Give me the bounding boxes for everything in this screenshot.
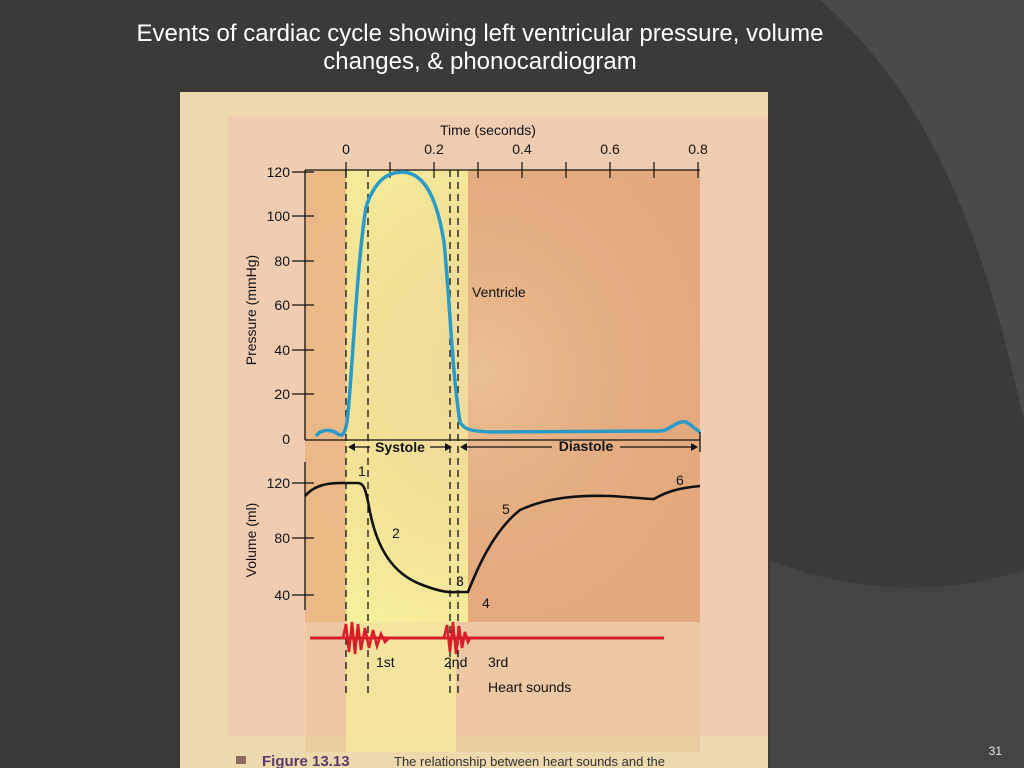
time-tick-4: 0.8	[688, 141, 708, 157]
volume-phase-labels: 1 2 3 4 5 6	[358, 463, 684, 611]
phase-label-5: 5	[502, 501, 510, 517]
systole-marker: Systole	[348, 439, 452, 455]
phase-label-4: 4	[482, 595, 490, 611]
slide-title-line-1: Events of cardiac cycle showing left ven…	[136, 20, 824, 47]
volume-tick-120: 120	[267, 475, 291, 491]
volume-tick-labels: 120 80 40	[267, 475, 291, 603]
phase-label-6: 6	[676, 472, 684, 488]
phase-dashed-lines	[345, 170, 459, 698]
sounds-systole-band	[346, 622, 456, 752]
time-axis-label: Time (seconds)	[440, 122, 536, 138]
sound-label-1st: 1st	[376, 654, 395, 670]
sound-label-3rd: 3rd	[488, 654, 508, 670]
volume-curve	[304, 481, 701, 594]
figure-caption-number: Figure 13.13	[262, 753, 350, 768]
heart-sound-labels: 1st 2nd 3rd Heart sounds	[376, 654, 571, 695]
figure-caption-text: The relationship between heart sounds an…	[394, 754, 665, 768]
slide-title-line-2: changes, & phonocardiogram	[323, 48, 637, 75]
pressure-axis-label: Pressure (mmHg)	[243, 255, 259, 365]
pressure-axis-ticks	[292, 171, 314, 395]
phase-label-1: 1	[358, 463, 366, 479]
time-tick-1: 0.2	[424, 141, 444, 157]
caption-marker	[236, 756, 246, 764]
pressure-tick-80: 80	[274, 253, 290, 269]
ventricle-pressure-curve	[314, 170, 701, 438]
pressure-tick-40: 40	[274, 342, 290, 358]
phonocardiogram	[310, 621, 664, 655]
chart-sheen	[305, 170, 700, 622]
heart-sounds-label: Heart sounds	[488, 679, 571, 695]
diastole-label: Diastole	[559, 438, 614, 454]
second-heart-sound-trace	[442, 621, 472, 655]
slide-number: 31	[988, 744, 1002, 758]
phase-label-3: 3	[456, 573, 464, 589]
systole-label: Systole	[375, 439, 425, 455]
pressure-tick-0: 0	[282, 431, 290, 447]
volume-axis-ticks	[292, 482, 314, 596]
figure-svg: Time (seconds) 0 0.2 0.4 0.6 0.8 Pressur…	[180, 92, 768, 768]
pressure-tick-100: 100	[267, 208, 291, 224]
ventricle-label: Ventricle	[472, 284, 526, 300]
diastole-marker: Diastole	[460, 438, 698, 454]
sound-label-2nd: 2nd	[444, 654, 467, 670]
pressure-tick-120: 120	[267, 164, 291, 180]
cardiac-cycle-figure: Time (seconds) 0 0.2 0.4 0.6 0.8 Pressur…	[180, 92, 768, 768]
pressure-tick-20: 20	[274, 386, 290, 402]
pressure-tick-labels: 120 100 80 60 40 20 0	[267, 164, 291, 447]
volume-axis-label: Volume (ml)	[243, 503, 259, 578]
time-tick-3: 0.6	[600, 141, 620, 157]
slide-title: Events of cardiac cycle showing left ven…	[60, 20, 900, 76]
volume-tick-40: 40	[274, 587, 290, 603]
pressure-tick-60: 60	[274, 297, 290, 313]
first-heart-sound-trace	[341, 621, 390, 655]
phase-label-2: 2	[392, 525, 400, 541]
time-tick-labels: 0 0.2 0.4 0.6 0.8	[342, 141, 708, 157]
volume-tick-80: 80	[274, 530, 290, 546]
time-tick-2: 0.4	[512, 141, 532, 157]
time-tick-0: 0	[342, 141, 350, 157]
